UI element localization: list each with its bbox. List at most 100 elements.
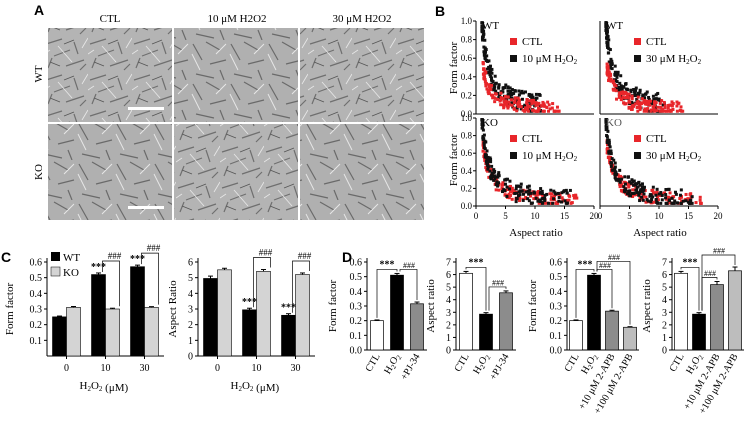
scatter-point [633, 90, 637, 94]
scatter-point [608, 158, 612, 162]
scatter-point [516, 104, 520, 108]
scatter-point [662, 191, 666, 195]
legend-label-treated: 10 μM H2O2 [522, 150, 578, 163]
scatter-point [605, 71, 609, 75]
scatter-point [491, 88, 495, 92]
x-tick-label: 10 [101, 363, 111, 374]
scatter-point [497, 83, 501, 87]
scatter-point [642, 100, 646, 104]
scatter-point [517, 100, 521, 104]
scatter-point [488, 169, 492, 173]
x-tick-label: 0 [215, 363, 220, 374]
scatter-y-tick-label: 0.8 [461, 35, 473, 45]
scatter-point [640, 97, 644, 101]
scatter-point [613, 173, 617, 177]
scatter-point [517, 199, 521, 203]
y-tick-label: 0.6 [350, 258, 363, 269]
scatter-point [481, 136, 485, 140]
scatter-point [537, 190, 541, 194]
y-tick-label: 0.4 [30, 289, 43, 300]
scatter-point [630, 178, 634, 182]
scatter-point [487, 175, 491, 179]
scatter-point [688, 198, 692, 202]
scatter-point [527, 192, 531, 196]
scatter-point [552, 189, 556, 193]
bar [479, 313, 493, 351]
significance-stars: *** [469, 257, 484, 268]
scatter-point [636, 95, 640, 99]
scatter-genotype-label: WT [606, 20, 623, 32]
scatter-point [622, 85, 626, 89]
scatter-point [613, 167, 617, 171]
scatter-point [531, 98, 535, 102]
micrograph-wt-30 [300, 28, 424, 122]
scatter-x-tick-label: 0 [598, 211, 603, 221]
scatter-point [611, 81, 615, 85]
scatter-point [508, 103, 512, 107]
scatter-point [655, 187, 659, 191]
scatter-point [684, 192, 688, 196]
scatter-point [604, 120, 608, 124]
scatter-point [615, 75, 619, 79]
scatter-point [640, 182, 644, 186]
scatter-point [549, 197, 553, 201]
scatter-point [508, 187, 512, 191]
y-tick-label: 4 [188, 289, 193, 300]
significance-bracket [141, 252, 159, 305]
y-tick-label: 0.3 [550, 302, 563, 313]
scatter-point [649, 193, 653, 197]
scatter-point [619, 183, 623, 187]
scatter-point [486, 71, 490, 75]
scale-bar-wt [128, 107, 164, 110]
scatter-point [526, 185, 530, 189]
scatter-point [489, 167, 493, 171]
scatter-point [500, 190, 504, 194]
y-tick-label: 0.0 [550, 346, 563, 357]
scatter-point [519, 182, 523, 186]
scatter-point [529, 99, 533, 103]
scatter-point [670, 104, 674, 108]
scatter-point [551, 102, 555, 106]
scatter-point [499, 91, 503, 95]
y-tick-label: 3 [446, 308, 451, 319]
micrograph-ko-30 [300, 124, 424, 220]
scatter-point [526, 197, 530, 201]
x-tick-label: 30 [291, 363, 301, 374]
scatter-point [486, 167, 490, 171]
scatter-point [537, 201, 541, 205]
significance-hashes: ### [608, 253, 620, 262]
significance-stars: *** [683, 257, 698, 268]
scatter-point [637, 93, 641, 97]
scatter-point [609, 155, 613, 159]
scatter-point [655, 190, 659, 194]
bar-wt [242, 309, 257, 357]
bar-wt [91, 274, 106, 357]
legend-swatch-treated [634, 152, 641, 159]
x-tick-label: CTL [364, 352, 383, 374]
scatter-point [540, 197, 544, 201]
scatter-point [660, 109, 664, 113]
scatter-point [480, 29, 484, 33]
scatter-point [503, 86, 507, 90]
y-tick-label: 0.4 [350, 287, 363, 298]
scatter-point [624, 102, 628, 106]
scatter-point [656, 105, 660, 109]
x-tick-label: 10 [252, 363, 262, 374]
bar [370, 320, 384, 351]
scatter-point [658, 194, 662, 198]
scatter-point [546, 201, 550, 205]
scatter-point [659, 201, 663, 205]
scatter-point [642, 185, 646, 189]
y-tick-label: 6 [446, 270, 451, 281]
scatter-point [606, 64, 610, 68]
scatter-point [671, 107, 675, 111]
scatter-point [654, 193, 658, 197]
scatter-point [650, 102, 654, 106]
scatter-point [626, 175, 630, 179]
scatter-point [484, 84, 488, 88]
scatter-point [561, 190, 565, 194]
scatter-point [482, 143, 486, 147]
scatter-point [534, 96, 538, 100]
scatter-point [529, 191, 533, 195]
scatter-point [653, 103, 657, 107]
